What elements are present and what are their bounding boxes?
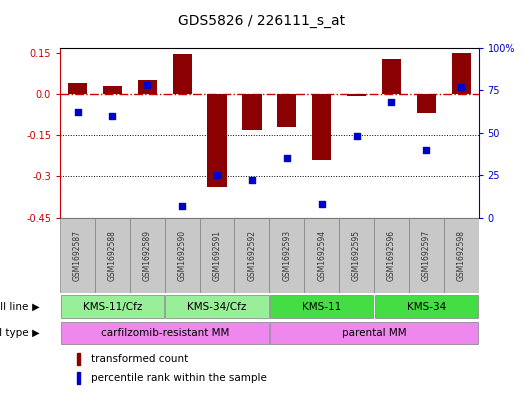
Bar [409, 218, 444, 292]
Text: GSM1692597: GSM1692597 [422, 230, 431, 281]
Bar [61, 322, 269, 344]
Text: GSM1692589: GSM1692589 [143, 230, 152, 281]
Bar [374, 218, 409, 292]
Text: GSM1692591: GSM1692591 [212, 230, 222, 281]
Bar [270, 322, 478, 344]
Point [422, 147, 430, 153]
Text: ▶: ▶ [29, 301, 40, 312]
Text: KMS-11/Cfz: KMS-11/Cfz [83, 301, 142, 312]
Bar [130, 218, 165, 292]
Text: parental MM: parental MM [342, 328, 406, 338]
Point [73, 109, 82, 115]
Text: GSM1692590: GSM1692590 [178, 230, 187, 281]
Text: GSM1692587: GSM1692587 [73, 230, 82, 281]
Point [248, 177, 256, 183]
Text: GSM1692598: GSM1692598 [457, 230, 465, 281]
Bar [451, 53, 471, 94]
Text: GSM1692588: GSM1692588 [108, 230, 117, 281]
Point [143, 82, 152, 88]
Bar [382, 59, 401, 94]
Text: percentile rank within the sample: percentile rank within the sample [90, 373, 267, 383]
Bar [138, 81, 157, 94]
Bar [208, 94, 226, 187]
Bar [347, 94, 366, 95]
Point [317, 201, 326, 207]
Text: GSM1692593: GSM1692593 [282, 230, 291, 281]
Point [213, 172, 221, 178]
Text: KMS-34: KMS-34 [406, 301, 446, 312]
Bar [165, 218, 200, 292]
Point [353, 133, 361, 139]
Point [457, 84, 465, 90]
Text: cell line: cell line [0, 301, 29, 312]
Bar [68, 83, 87, 94]
Bar [270, 295, 373, 318]
Bar [77, 353, 80, 365]
Bar [242, 94, 262, 130]
Bar [95, 218, 130, 292]
Bar [77, 372, 80, 384]
Text: GDS5826 / 226111_s_at: GDS5826 / 226111_s_at [178, 14, 345, 28]
Bar [103, 86, 122, 94]
Bar [200, 218, 234, 292]
Bar [312, 94, 331, 160]
Text: KMS-34/Cfz: KMS-34/Cfz [187, 301, 247, 312]
Bar [60, 218, 95, 292]
Bar [173, 53, 192, 94]
Text: GSM1692595: GSM1692595 [352, 230, 361, 281]
Bar [234, 218, 269, 292]
Bar [61, 295, 164, 318]
Text: cell type: cell type [0, 328, 29, 338]
Bar [444, 218, 479, 292]
Bar [165, 295, 269, 318]
Text: transformed count: transformed count [90, 354, 188, 364]
Bar [339, 218, 374, 292]
Text: GSM1692594: GSM1692594 [317, 230, 326, 281]
Point [387, 99, 395, 105]
Bar [374, 295, 478, 318]
Text: carfilzomib-resistant MM: carfilzomib-resistant MM [100, 328, 229, 338]
Point [282, 155, 291, 161]
Bar [277, 94, 297, 127]
Text: GSM1692592: GSM1692592 [247, 230, 256, 281]
Bar [417, 94, 436, 113]
Point [108, 112, 117, 119]
Point [178, 202, 186, 209]
Bar [304, 218, 339, 292]
Bar [269, 218, 304, 292]
Text: KMS-11: KMS-11 [302, 301, 342, 312]
Text: ▶: ▶ [29, 328, 40, 338]
Text: GSM1692596: GSM1692596 [387, 230, 396, 281]
